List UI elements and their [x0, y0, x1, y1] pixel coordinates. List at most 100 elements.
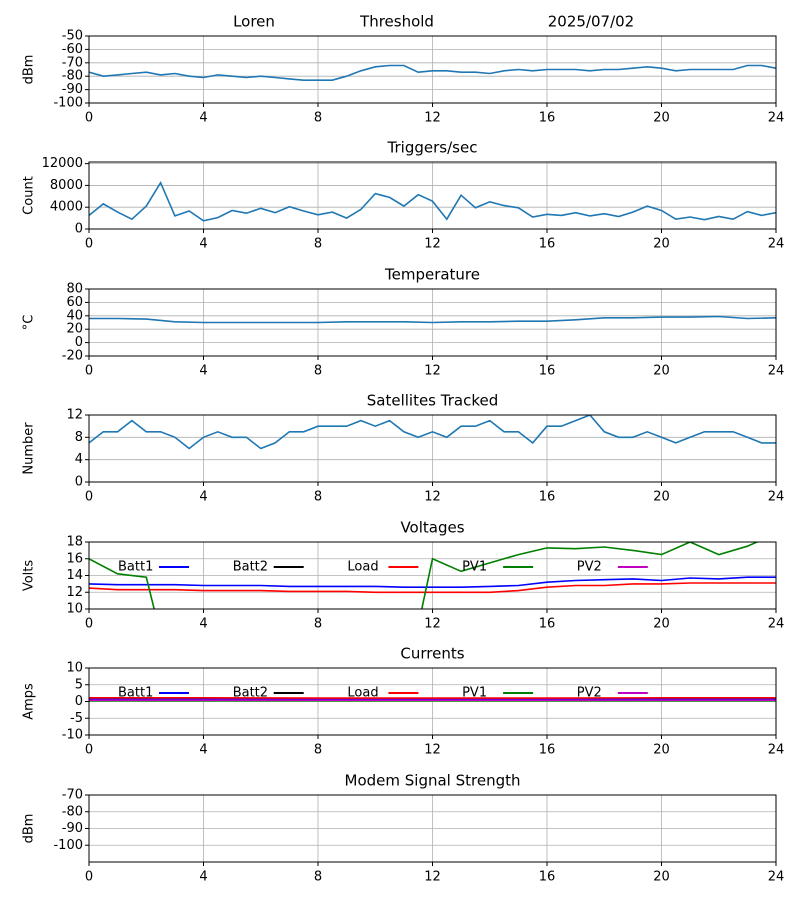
x-tick-label: 12	[424, 364, 441, 379]
x-tick-label: 20	[653, 743, 670, 758]
y-axis-label: dBm	[22, 55, 37, 85]
legend-label: Batt2	[233, 560, 268, 575]
y-axis-label: Count	[22, 176, 37, 215]
x-tick-label: 24	[768, 237, 785, 252]
plot-frame	[88, 414, 777, 483]
y-tick-label: -90	[62, 82, 83, 97]
y-tick-label: 14	[66, 568, 83, 583]
legend-label: Load	[347, 560, 378, 575]
x-tick-label: 12	[424, 237, 441, 252]
x-tick-label: 0	[85, 111, 93, 126]
x-tick-label: 0	[85, 870, 93, 885]
y-tick-label: -5	[70, 711, 83, 726]
y-tick-label: -100	[53, 96, 83, 111]
legend-label: Load	[347, 686, 378, 701]
y-axis-label: Number	[22, 422, 37, 475]
data-line	[89, 64, 776, 81]
x-tick-label: 20	[653, 364, 670, 379]
y-axis-label: °C	[22, 315, 37, 331]
plot-frame	[88, 288, 777, 357]
y-tick-label: -100	[53, 838, 83, 853]
chart-title: Temperature	[384, 266, 480, 284]
y-tick-label: 10	[66, 661, 83, 676]
x-tick-label: 20	[653, 111, 670, 126]
y-tick-label: 0	[75, 222, 83, 237]
legend-label: Batt1	[118, 686, 153, 701]
x-tick-label: 12	[424, 111, 441, 126]
data-line	[89, 582, 776, 594]
data-line	[89, 576, 776, 588]
y-tick-label: -70	[62, 788, 83, 803]
x-tick-label: 16	[539, 617, 556, 632]
x-tick-label: 8	[314, 237, 322, 252]
plot-frame	[88, 161, 777, 230]
x-tick-label: 8	[314, 617, 322, 632]
chart-title: Currents	[400, 645, 464, 663]
x-tick-label: 8	[314, 870, 322, 885]
chart-title: Loren	[233, 13, 275, 31]
x-tick-label: 24	[768, 743, 785, 758]
y-tick-label: -80	[62, 69, 83, 84]
x-tick-label: 4	[199, 237, 207, 252]
panel: 0 4 8 12 16 20 24 105 0 -5 -10 Batt1 Batt2 Load PV1 PV2…	[22, 645, 785, 758]
y-tick-label: 40	[66, 308, 83, 323]
y-tick-label: 20	[66, 322, 83, 337]
chart-title: Satellites Tracked	[367, 392, 498, 410]
x-tick-label: 20	[653, 237, 670, 252]
y-tick-label: 60	[66, 295, 83, 310]
data-line	[89, 180, 776, 222]
panel: 0 4 8 12 16 20 24 -50-60-70-80-90-100 Loren Thres…	[22, 13, 785, 126]
x-tick-label: 16	[539, 111, 556, 126]
panel: 0 4 8 12 16 20 24 0 4000 8000 12000 Triggers/sec Cou…	[22, 139, 785, 252]
x-tick-label: 16	[539, 364, 556, 379]
x-tick-label: 4	[199, 617, 207, 632]
x-tick-label: 24	[768, 617, 785, 632]
y-tick-label: 8000	[50, 178, 83, 193]
x-tick-label: 24	[768, 111, 785, 126]
x-tick-label: 20	[653, 617, 670, 632]
x-tick-label: 0	[85, 364, 93, 379]
plot-frame	[88, 794, 777, 863]
plot-frame	[88, 35, 777, 104]
legend-label: PV2	[577, 686, 602, 701]
y-tick-label: -70	[62, 55, 83, 70]
x-tick-label: 8	[314, 743, 322, 758]
plot-frame	[88, 667, 777, 736]
x-tick-label: 12	[424, 490, 441, 505]
x-tick-label: 4	[199, 364, 207, 379]
y-tick-label: -10	[62, 728, 83, 743]
x-tick-label: 4	[199, 743, 207, 758]
x-tick-label: 24	[768, 490, 785, 505]
legend-label: PV2	[577, 560, 602, 575]
y-tick-label: 4	[75, 452, 83, 467]
x-tick-label: 0	[85, 743, 93, 758]
x-tick-label: 12	[424, 617, 441, 632]
x-tick-label: 20	[653, 870, 670, 885]
y-tick-label: 80	[66, 282, 83, 297]
x-tick-label: 0	[85, 617, 93, 632]
x-tick-label: 24	[768, 870, 785, 885]
legend-label: Batt1	[118, 560, 153, 575]
y-axis-label: Volts	[22, 560, 37, 592]
y-tick-label: -50	[62, 29, 83, 44]
plot-frame	[88, 541, 777, 610]
x-tick-label: 16	[539, 237, 556, 252]
y-tick-label: 8	[75, 430, 83, 445]
y-axis-label: dBm	[22, 814, 37, 844]
x-tick-label: 0	[85, 237, 93, 252]
data-line	[89, 315, 776, 324]
y-tick-label: 10	[66, 602, 83, 617]
y-axis-label: Amps	[22, 683, 37, 720]
x-tick-label: 12	[424, 743, 441, 758]
x-tick-label: 16	[539, 743, 556, 758]
title-annotation: 2025/07/02	[548, 13, 634, 31]
y-tick-label: -60	[62, 42, 83, 57]
data-line	[89, 542, 759, 609]
x-tick-label: 16	[539, 870, 556, 885]
chart-title: Triggers/sec	[387, 139, 478, 157]
y-tick-label: 16	[66, 551, 83, 566]
data-line	[89, 415, 776, 450]
y-tick-label: -80	[62, 804, 83, 819]
y-tick-label: 18	[66, 535, 83, 550]
